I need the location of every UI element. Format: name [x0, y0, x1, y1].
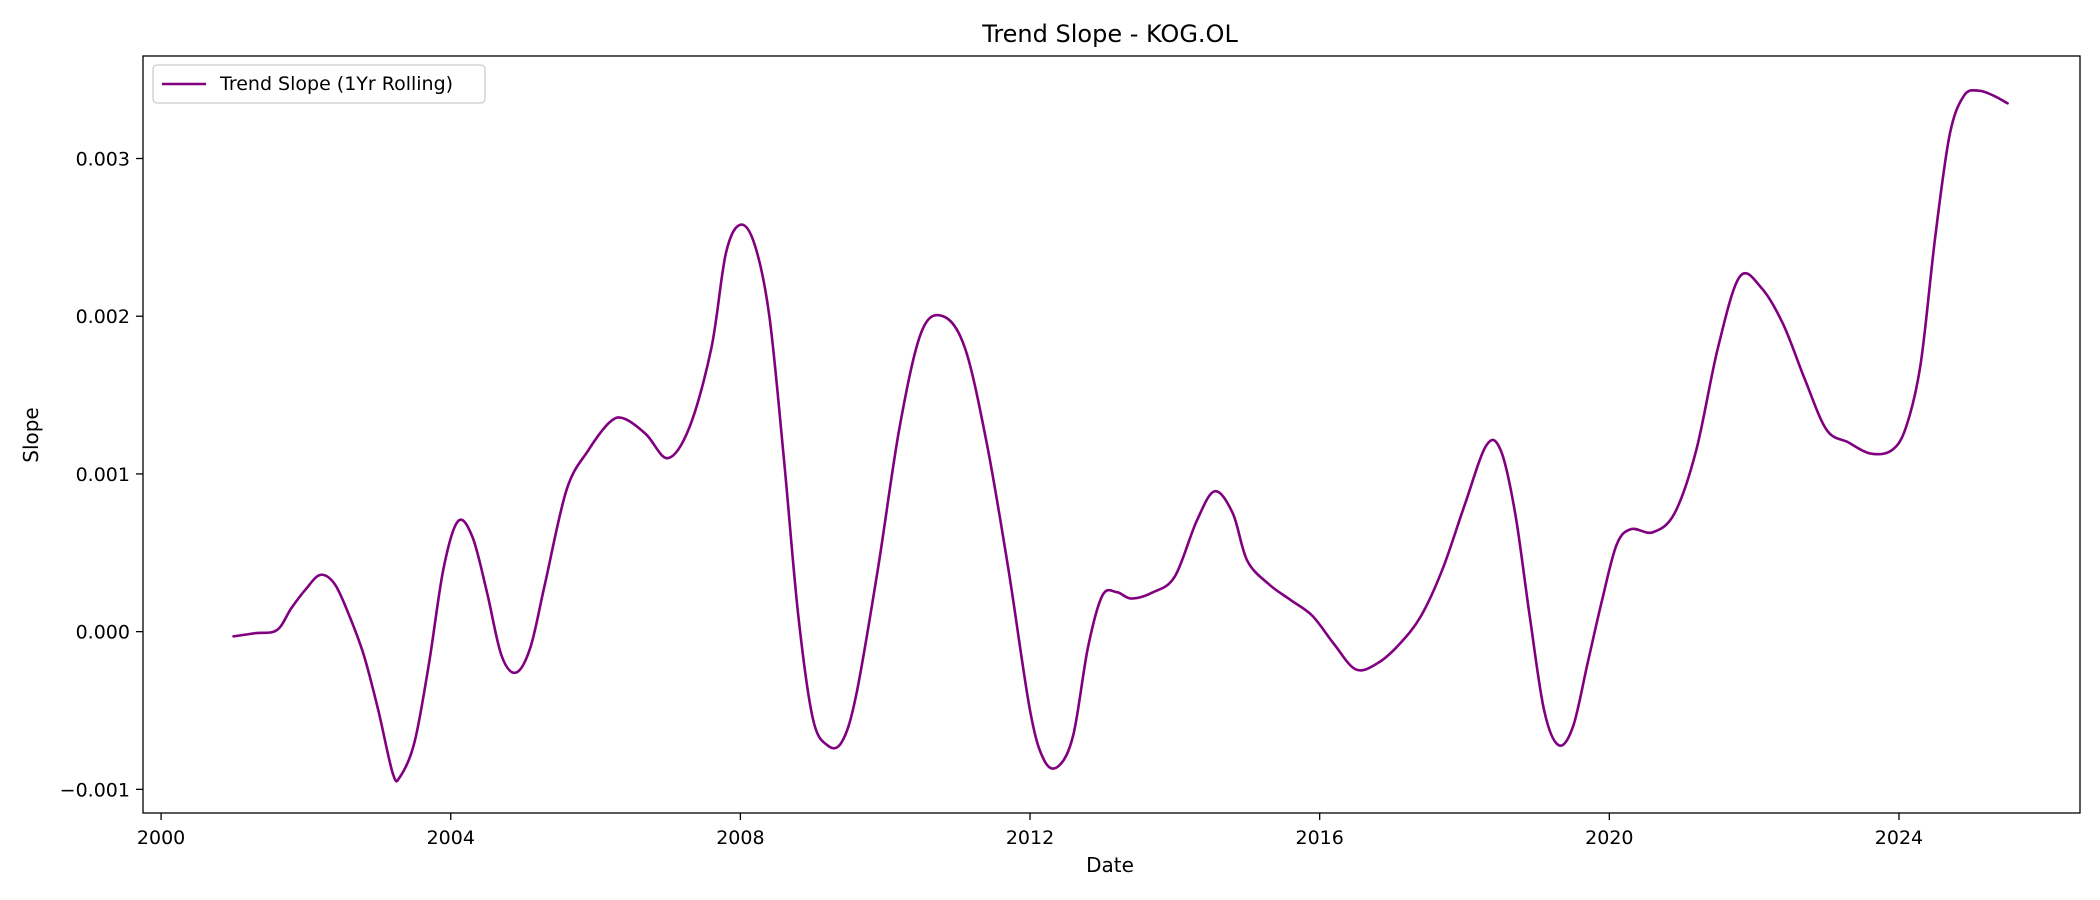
y-axis-label: Slope — [19, 407, 43, 463]
x-tick-label: 2000 — [137, 827, 185, 849]
legend: Trend Slope (1Yr Rolling) — [152, 64, 486, 104]
plot-area — [142, 55, 2081, 814]
x-tick-label: 2016 — [1296, 827, 1344, 849]
x-tick-label: 2004 — [427, 827, 475, 849]
y-tick-label: 0.002 — [76, 306, 130, 328]
x-axis-label: Date — [1086, 853, 1134, 877]
x-tick-label: 2024 — [1875, 827, 1923, 849]
chart-title: Trend Slope - KOG.OL — [981, 20, 1238, 48]
series-line — [232, 88, 2009, 783]
x-tick-label: 2020 — [1585, 827, 1633, 849]
legend-label: Trend Slope (1Yr Rolling) — [219, 73, 453, 95]
legend-box — [152, 64, 486, 104]
x-tick-label: 2008 — [716, 827, 764, 849]
y-tick-label: 0.000 — [76, 622, 130, 644]
y-tick-label: 0.003 — [76, 149, 130, 171]
x-axis: 2000 2004 2008 2012 2016 2020 2024 — [137, 813, 1923, 849]
plot-frame — [142, 55, 2081, 814]
x-tick-label: 2012 — [1006, 827, 1054, 849]
y-tick-label: 0.001 — [76, 464, 130, 486]
y-axis: −0.001 0.000 0.001 0.002 0.003 — [60, 149, 143, 801]
y-tick-label: −0.001 — [60, 779, 130, 801]
